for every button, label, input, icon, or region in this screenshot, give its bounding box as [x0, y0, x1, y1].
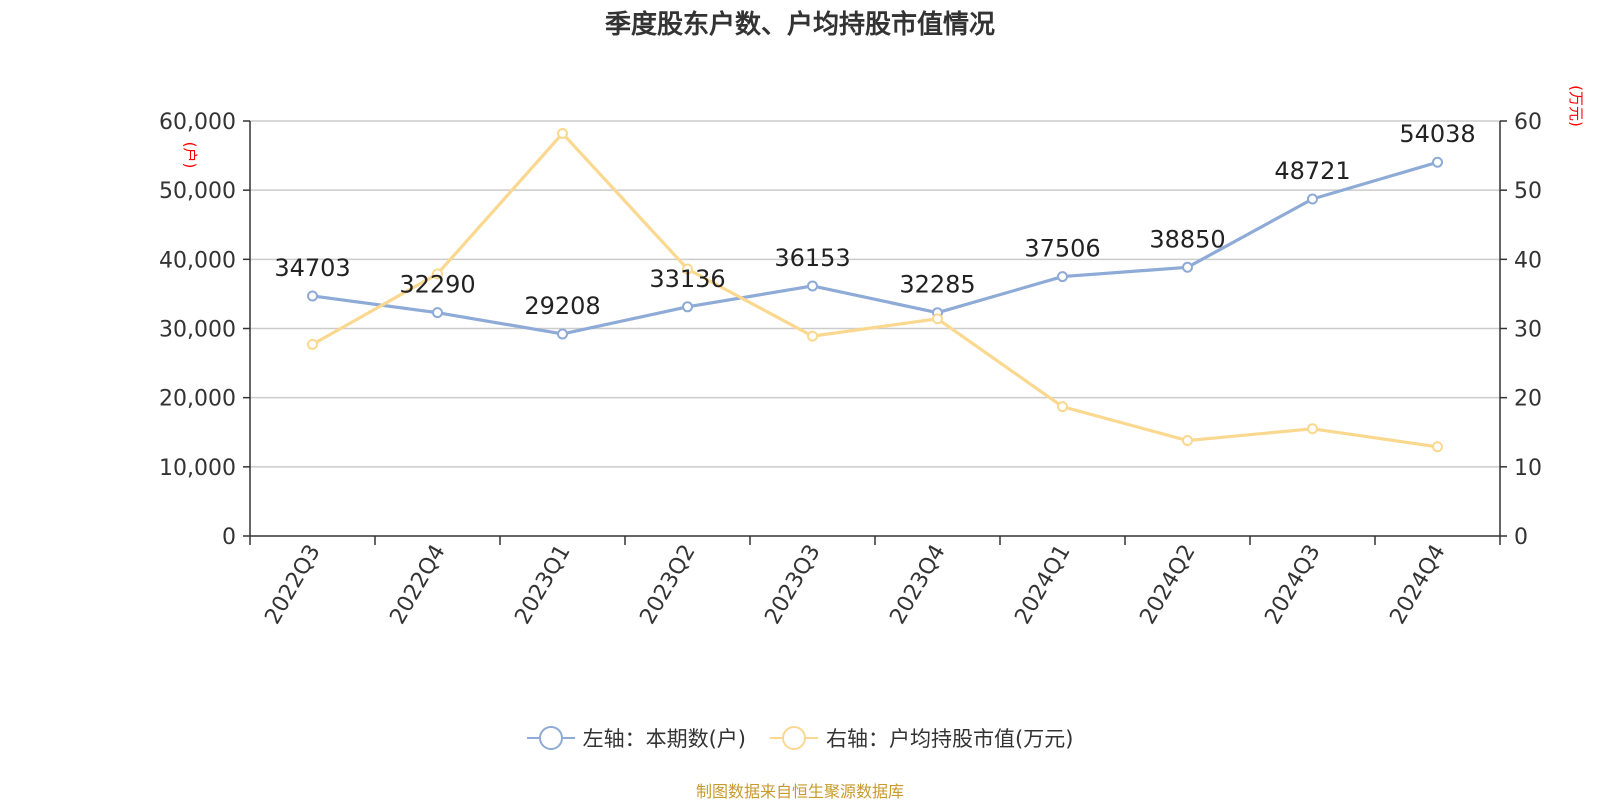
data-point-market-value: [1307, 423, 1318, 435]
left-axis-tick-label: 30,000: [159, 318, 236, 343]
data-point-holders: [1182, 261, 1193, 273]
data-label: 32285: [899, 271, 975, 299]
data-label: 36153: [774, 244, 850, 272]
x-axis-tick-label: 2023Q1: [510, 541, 575, 629]
x-axis-tick-label: 2024Q2: [1135, 541, 1200, 629]
data-point-market-value: [1432, 441, 1443, 453]
data-point-market-value: [807, 330, 818, 342]
data-point-market-value: [932, 313, 943, 325]
legend-item-market-value[interactable]: 右轴：户均持股市值(万元): [770, 723, 1073, 753]
x-axis-tick-label: 2023Q2: [635, 541, 700, 629]
data-label: 37506: [1024, 235, 1100, 263]
legend-symbol-market-value-icon: [770, 723, 818, 753]
x-axis-tick-label: 2024Q4: [1385, 541, 1450, 629]
data-labels: 34703 32290 29208 33136 36153 32285 37506 38850…: [274, 120, 1475, 320]
data-label: 54038: [1399, 120, 1475, 148]
left-axis-tick-label: 20,000: [159, 387, 236, 412]
data-point-market-value: [557, 127, 568, 139]
data-point-holders: [432, 307, 443, 319]
right-axis-unit: (万元): [1567, 85, 1585, 127]
data-point-holders: [557, 328, 568, 340]
right-axis-tick-label: 60: [1514, 110, 1542, 135]
data-point-market-value: [682, 263, 693, 275]
data-point-market-value: [1057, 401, 1068, 413]
left-axis-tick-label: 40,000: [159, 248, 236, 273]
data-point-holders: [807, 280, 818, 292]
data-point-market-value: [1182, 435, 1193, 447]
right-axis-tick-label: 40: [1514, 248, 1542, 273]
data-label: 48721: [1274, 157, 1350, 185]
left-axis-tick-label: 60,000: [159, 110, 236, 135]
data-label: 29208: [524, 292, 600, 320]
right-axis-tick-label: 20: [1514, 387, 1542, 412]
data-point-holders: [682, 301, 693, 313]
data-point-market-value: [307, 338, 318, 350]
axes: 0 10,000 20,000 30,000 40,000 50,000 60,000 0 10…: [159, 85, 1585, 628]
legend-item-holders[interactable]: 左轴：本期数(户): [526, 723, 746, 753]
series: [307, 127, 1443, 453]
data-point-holders: [307, 290, 318, 302]
series-line-holders: [312, 160, 1438, 336]
right-axis-tick-label: 0: [1514, 525, 1528, 550]
legend: 左轴：本期数(户) 右轴：户均持股市值(万元): [0, 721, 1600, 755]
data-label: 34703: [274, 254, 350, 282]
right-axis-tick-label: 50: [1514, 179, 1542, 204]
data-point-holders: [1307, 193, 1318, 205]
left-axis-tick-label: 0: [222, 525, 236, 550]
data-label: 38850: [1149, 225, 1225, 253]
data-point-holders: [1057, 271, 1068, 283]
legend-label-market-value: 右轴：户均持股市值(万元): [826, 727, 1074, 751]
x-axis-tick-label: 2023Q3: [760, 541, 825, 629]
x-axis-tick-label: 2024Q1: [1010, 541, 1075, 629]
left-axis-tick-label: 50,000: [159, 179, 236, 204]
series-line-market-value: [311, 131, 1438, 449]
legend-label-holders: 左轴：本期数(户): [582, 727, 746, 751]
data-label: 32290: [399, 271, 475, 299]
chart-title: 季度股东户数、户均持股市值情况: [604, 10, 995, 40]
legend-symbol-holders-icon: [526, 723, 575, 753]
x-axis-tick-label: 2023Q4: [885, 541, 950, 629]
right-axis-tick-label: 10: [1514, 456, 1542, 481]
left-axis-tick-label: 10,000: [159, 456, 236, 481]
data-source: 制图数据来自恒生聚源数据库: [695, 782, 904, 801]
data-label: 33136: [649, 265, 725, 293]
x-axis-tick-label: 2024Q3: [1260, 541, 1325, 629]
x-axis-tick-label: 2022Q4: [385, 541, 450, 629]
data-point-holders: [1432, 156, 1443, 168]
x-axis-tick-label: 2022Q3: [260, 541, 325, 629]
data-point-market-value: [432, 268, 443, 280]
left-axis-unit: (户): [181, 142, 199, 169]
right-axis-tick-label: 30: [1514, 318, 1542, 343]
